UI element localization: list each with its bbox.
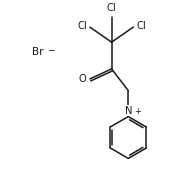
Text: Cl: Cl: [77, 21, 87, 31]
Text: Cl: Cl: [136, 21, 146, 31]
Text: Cl: Cl: [107, 3, 116, 13]
Text: +: +: [134, 107, 141, 116]
Text: Br: Br: [32, 47, 44, 57]
Text: O: O: [79, 74, 87, 84]
Text: −: −: [47, 45, 55, 54]
Text: N: N: [125, 106, 132, 116]
